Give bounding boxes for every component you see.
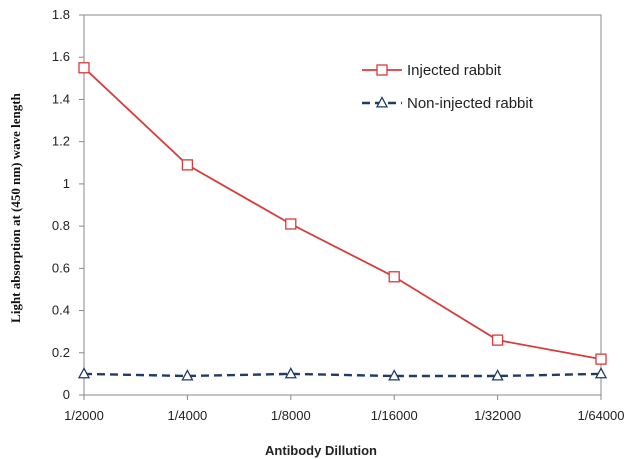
y-tick-label: 1.6	[52, 49, 70, 64]
legend-marker	[376, 64, 388, 76]
legend-label: Non-injected rabbit	[407, 95, 534, 112]
data-point	[285, 218, 297, 230]
y-tick-label: 1.4	[52, 91, 70, 106]
x-tick-label: 1/32000	[474, 408, 521, 423]
legend-label: Injected rabbit	[407, 62, 502, 79]
series-line	[83, 372, 602, 378]
data-point	[78, 62, 90, 74]
y-axis-ticks: 0 0.2 0.4 0.6 0.8 1 1.2 1.4 1.6 1.8	[52, 7, 84, 402]
data-point	[595, 353, 607, 365]
legend: Injected rabbit Non-injected rabbit	[362, 62, 534, 112]
data-point	[284, 367, 297, 379]
series-line	[83, 67, 602, 360]
series-1	[77, 367, 608, 381]
y-tick-label: 1.2	[52, 134, 70, 149]
legend-item-1: Non-injected rabbit	[362, 95, 534, 112]
data-point	[77, 367, 91, 379]
y-axis-label: Light absorption at (450 nm) wave length	[8, 92, 23, 322]
data-point	[491, 369, 504, 381]
x-tick-label: 1/16000	[371, 408, 418, 423]
x-tick-label: 1/2000	[64, 408, 104, 423]
x-axis-label: Antibody Dillution	[265, 443, 377, 458]
y-tick-label: 0.6	[52, 260, 70, 275]
x-tick-label: 1/4000	[168, 408, 208, 423]
y-tick-label: 0.2	[52, 345, 70, 360]
series-layer	[77, 62, 608, 381]
legend-item-0: Injected rabbit	[362, 62, 502, 79]
x-tick-label: 1/8000	[271, 408, 311, 423]
y-tick-label: 0.4	[52, 303, 70, 318]
y-tick-label: 0	[63, 387, 70, 402]
x-tick-label: 1/64000	[578, 408, 625, 423]
data-point	[594, 367, 608, 379]
data-point	[181, 159, 194, 171]
y-tick-label: 0.8	[52, 218, 70, 233]
x-axis-ticks: 1/2000 1/4000 1/8000 1/16000 1/32000 1/64000	[64, 395, 625, 423]
plot-frame	[83, 14, 602, 396]
data-point	[388, 271, 400, 283]
series-0	[78, 62, 607, 365]
plot-area	[83, 14, 602, 396]
data-point	[181, 369, 194, 381]
legend-marker	[375, 96, 389, 108]
data-point	[388, 369, 401, 381]
y-tick-label: 1.8	[52, 7, 70, 22]
y-tick-label: 1	[63, 176, 70, 191]
data-point	[491, 334, 504, 346]
